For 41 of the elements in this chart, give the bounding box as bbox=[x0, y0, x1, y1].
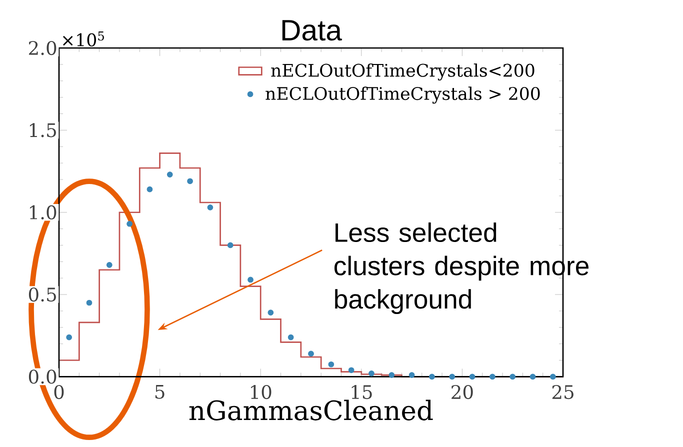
point bbox=[408, 372, 415, 378]
point bbox=[66, 334, 72, 340]
point bbox=[530, 374, 536, 380]
point bbox=[288, 334, 294, 340]
point bbox=[166, 172, 173, 178]
x-tick-label: 0 bbox=[54, 384, 64, 400]
y-tick-label: 1.0 bbox=[30, 205, 56, 220]
point bbox=[207, 204, 214, 210]
point bbox=[550, 374, 556, 380]
point bbox=[510, 374, 516, 380]
y-tick-label: 2.0 bbox=[28, 40, 56, 56]
point bbox=[126, 220, 132, 227]
point bbox=[146, 186, 153, 192]
point bbox=[248, 276, 254, 283]
point bbox=[388, 372, 395, 378]
point bbox=[469, 374, 476, 380]
legend-label: nECLOutOfTimeCrystals > 200 bbox=[266, 86, 540, 104]
point bbox=[368, 370, 374, 376]
x-tick-label: 20 bbox=[452, 384, 473, 400]
x-tick-label: 5 bbox=[155, 384, 164, 399]
point bbox=[449, 374, 456, 380]
y-tick-label: 0.5 bbox=[28, 287, 56, 302]
point bbox=[86, 300, 92, 306]
point bbox=[429, 374, 435, 380]
chart-title: Data bbox=[282, 20, 342, 41]
y-tick-label: 1.5 bbox=[30, 123, 56, 138]
point bbox=[227, 242, 234, 248]
x-tick-label: 25 bbox=[552, 384, 574, 400]
point bbox=[268, 310, 274, 316]
x-axis-title: nGammasCleaned bbox=[189, 400, 433, 420]
point bbox=[328, 361, 334, 368]
x-tick-label: 15 bbox=[352, 384, 372, 400]
y-tick-label: 0.0 bbox=[28, 370, 56, 384]
text: ×10$^{5}$ bbox=[63, 32, 104, 46]
x-tick-label: 10 bbox=[251, 384, 272, 400]
point bbox=[308, 350, 314, 357]
point bbox=[187, 178, 193, 184]
legend-label: nECLOutOfTimeCrystals<200 bbox=[271, 63, 534, 80]
point bbox=[490, 374, 496, 380]
point bbox=[106, 262, 112, 268]
point bbox=[348, 367, 354, 374]
